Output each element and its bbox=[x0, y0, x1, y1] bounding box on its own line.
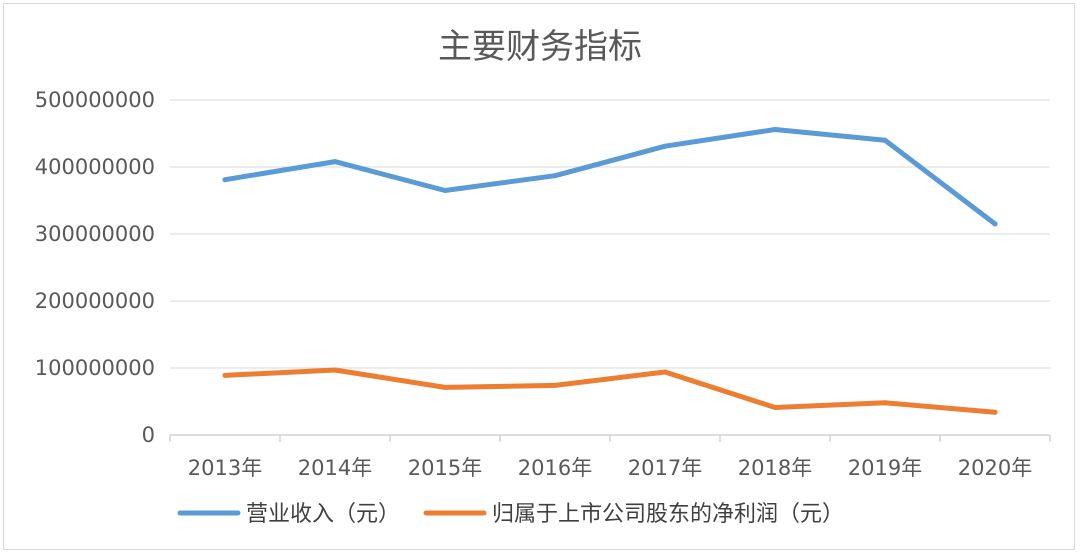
legend-label-2: 归属于上市公司股东的净利润（元） bbox=[492, 502, 844, 527]
chart-frame bbox=[3, 3, 1075, 550]
y-tick-label: 300000000 bbox=[35, 222, 155, 246]
y-tick-label: 500000000 bbox=[35, 88, 155, 112]
y-tick-label: 0 bbox=[142, 423, 155, 447]
data-point bbox=[222, 372, 228, 378]
data-point bbox=[552, 382, 558, 388]
x-tick-label: 2019年 bbox=[848, 456, 922, 480]
data-point bbox=[992, 409, 998, 415]
data-point bbox=[332, 159, 338, 165]
series-line-2 bbox=[222, 367, 998, 415]
y-axis: 0 100000000 200000000 300000000 400000000 500… bbox=[35, 88, 155, 447]
series-lines bbox=[222, 126, 998, 415]
y-tick-label: 200000000 bbox=[35, 289, 155, 313]
x-axis: 2013年 2014年 2015年 2016年 2017年 2018年 2019年 2020年 bbox=[169, 434, 1051, 480]
data-point bbox=[772, 405, 778, 411]
data-point bbox=[442, 187, 448, 193]
x-tick-label: 2014年 bbox=[298, 456, 372, 480]
legend-label-1: 营业收入（元） bbox=[246, 502, 400, 527]
y-tick-label: 100000000 bbox=[35, 356, 155, 380]
x-tick-label: 2016年 bbox=[518, 456, 592, 480]
data-point bbox=[222, 177, 228, 183]
data-point bbox=[882, 137, 888, 143]
data-point bbox=[442, 384, 448, 390]
data-point bbox=[662, 143, 668, 149]
data-point bbox=[552, 173, 558, 179]
data-point bbox=[882, 400, 888, 406]
data-point bbox=[662, 369, 668, 375]
series-line-1 bbox=[222, 127, 998, 227]
data-point bbox=[332, 367, 338, 373]
data-point bbox=[772, 126, 778, 132]
x-tick-label: 2013年 bbox=[188, 456, 262, 480]
x-tick-label: 2018年 bbox=[738, 456, 812, 480]
y-tick-label: 400000000 bbox=[35, 155, 155, 179]
x-tick-label: 2015年 bbox=[408, 456, 482, 480]
legend: 营业收入（元） 归属于上市公司股东的净利润（元） bbox=[177, 502, 844, 527]
chart-title: 主要财务指标 bbox=[438, 27, 642, 67]
gridlines bbox=[170, 99, 1050, 369]
x-tick-label: 2020年 bbox=[958, 456, 1032, 480]
x-tick-label: 2017年 bbox=[628, 456, 702, 480]
data-point bbox=[992, 221, 998, 227]
